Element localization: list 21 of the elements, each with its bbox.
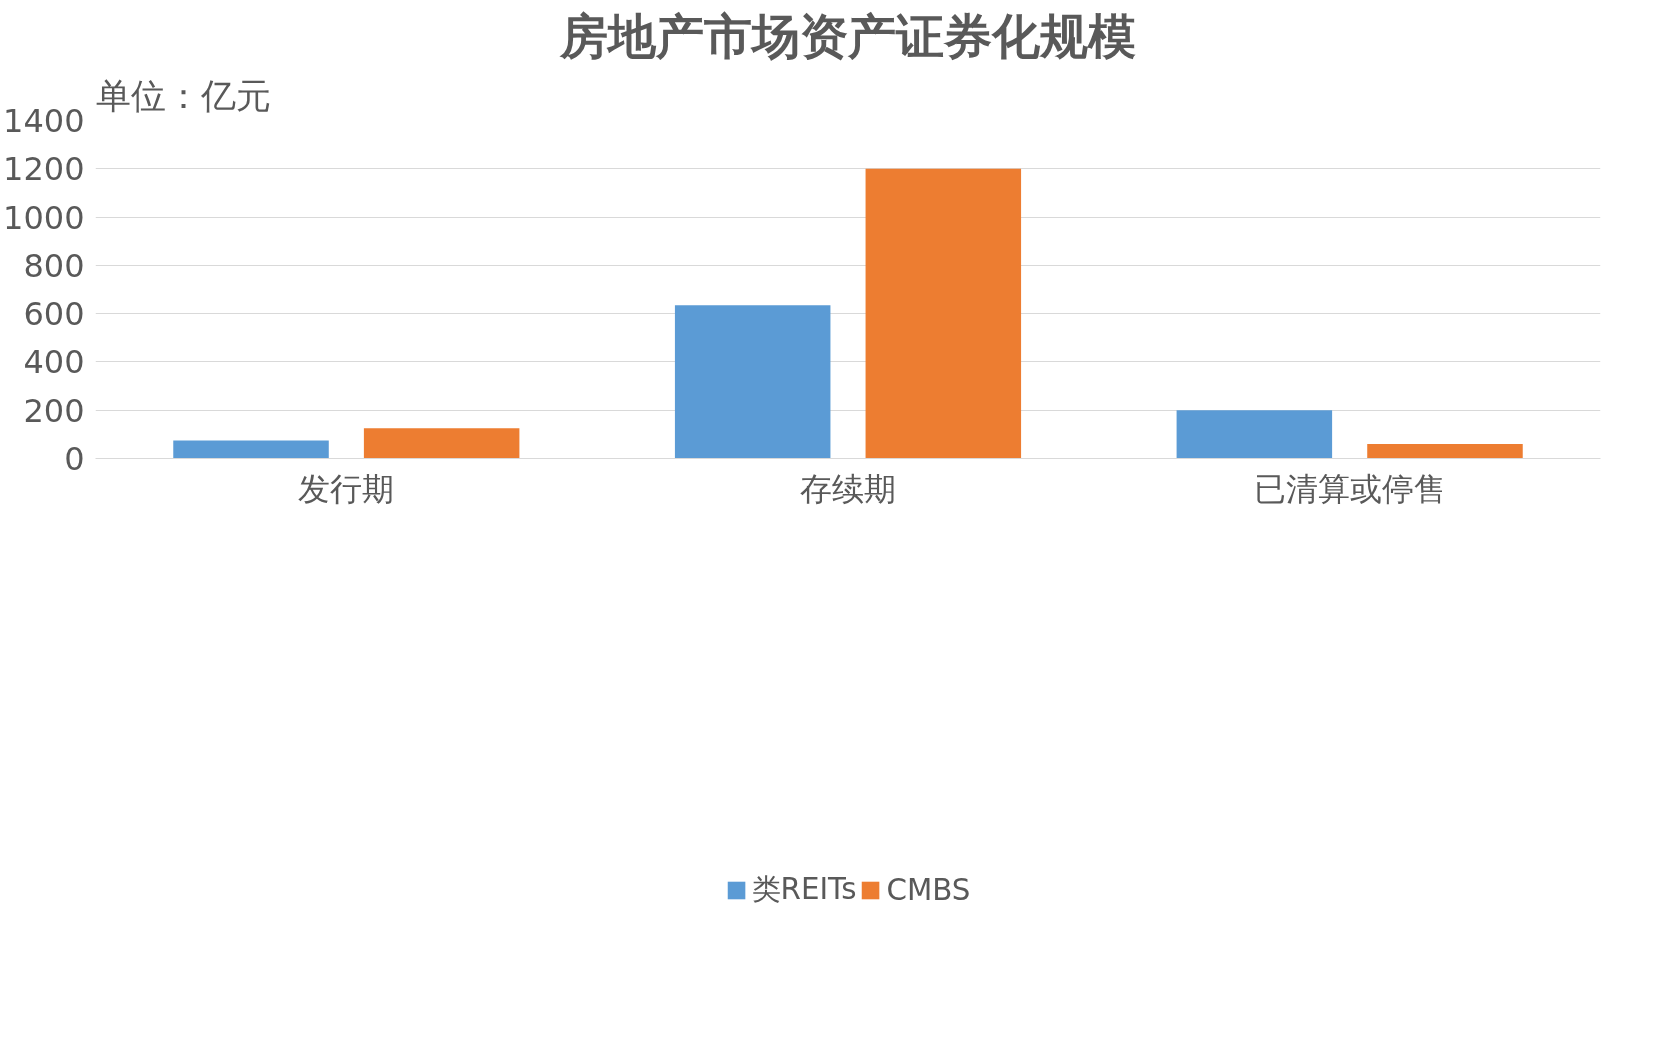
- y-tick-label: 800: [23, 246, 85, 285]
- y-tick-label: 1400: [3, 102, 85, 140]
- bar: [1367, 444, 1523, 459]
- legend-label: 类REITs: [751, 871, 857, 908]
- y-tick-label: 1000: [3, 198, 85, 237]
- x-tick-label: 发行期: [298, 469, 395, 508]
- x-tick-label: 存续期: [800, 469, 896, 508]
- y-axis-title: 单位：亿元: [95, 75, 271, 116]
- y-tick-label: 200: [23, 391, 85, 430]
- y-tick-label: 600: [23, 295, 85, 334]
- bar: [363, 428, 520, 459]
- bar: [173, 440, 329, 459]
- x-tick-label: 已清算或停售: [1253, 469, 1446, 508]
- legend-label: CMBS: [886, 873, 971, 907]
- y-tick-label: 0: [64, 440, 85, 478]
- chart-title: 房地产市场资产证券化规模: [559, 7, 1136, 64]
- bar: [674, 305, 831, 459]
- bar: [865, 168, 1022, 459]
- y-tick-label: 1200: [3, 150, 85, 189]
- bar: [1176, 410, 1333, 459]
- y-tick-label: 400: [23, 343, 85, 382]
